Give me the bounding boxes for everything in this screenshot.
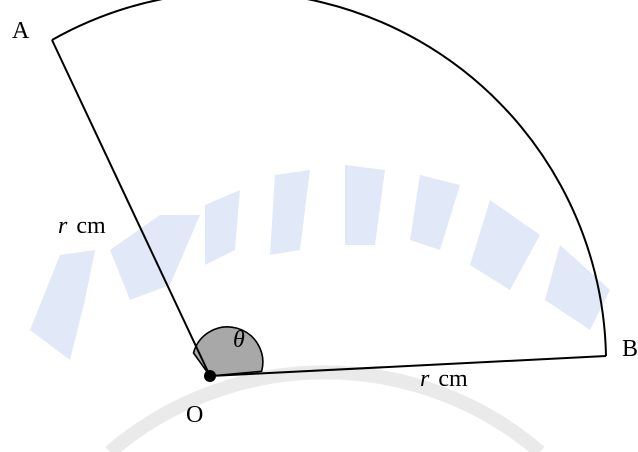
watermark-logo [30, 165, 610, 452]
point-label-b: B [622, 336, 638, 362]
radius-ob [209, 355, 607, 377]
radius-unit-oa: cm [76, 213, 106, 239]
watermark-lettering [30, 165, 610, 360]
radius-unit-ob: cm [438, 366, 468, 392]
angle-label: θ [233, 327, 245, 353]
center-point [204, 370, 216, 382]
radius-label-oa: r cm [58, 213, 106, 239]
radius-var-ob: r [420, 366, 430, 392]
point-label-o: O [186, 402, 203, 428]
arc-ab [51, 0, 607, 357]
radius-var-oa: r [58, 213, 68, 239]
point-label-a: A [12, 18, 30, 44]
watermark-ring [105, 365, 545, 452]
radius-oa [51, 39, 211, 377]
radius-label-ob: r cm [420, 366, 468, 392]
angle-wedge [192, 326, 264, 377]
